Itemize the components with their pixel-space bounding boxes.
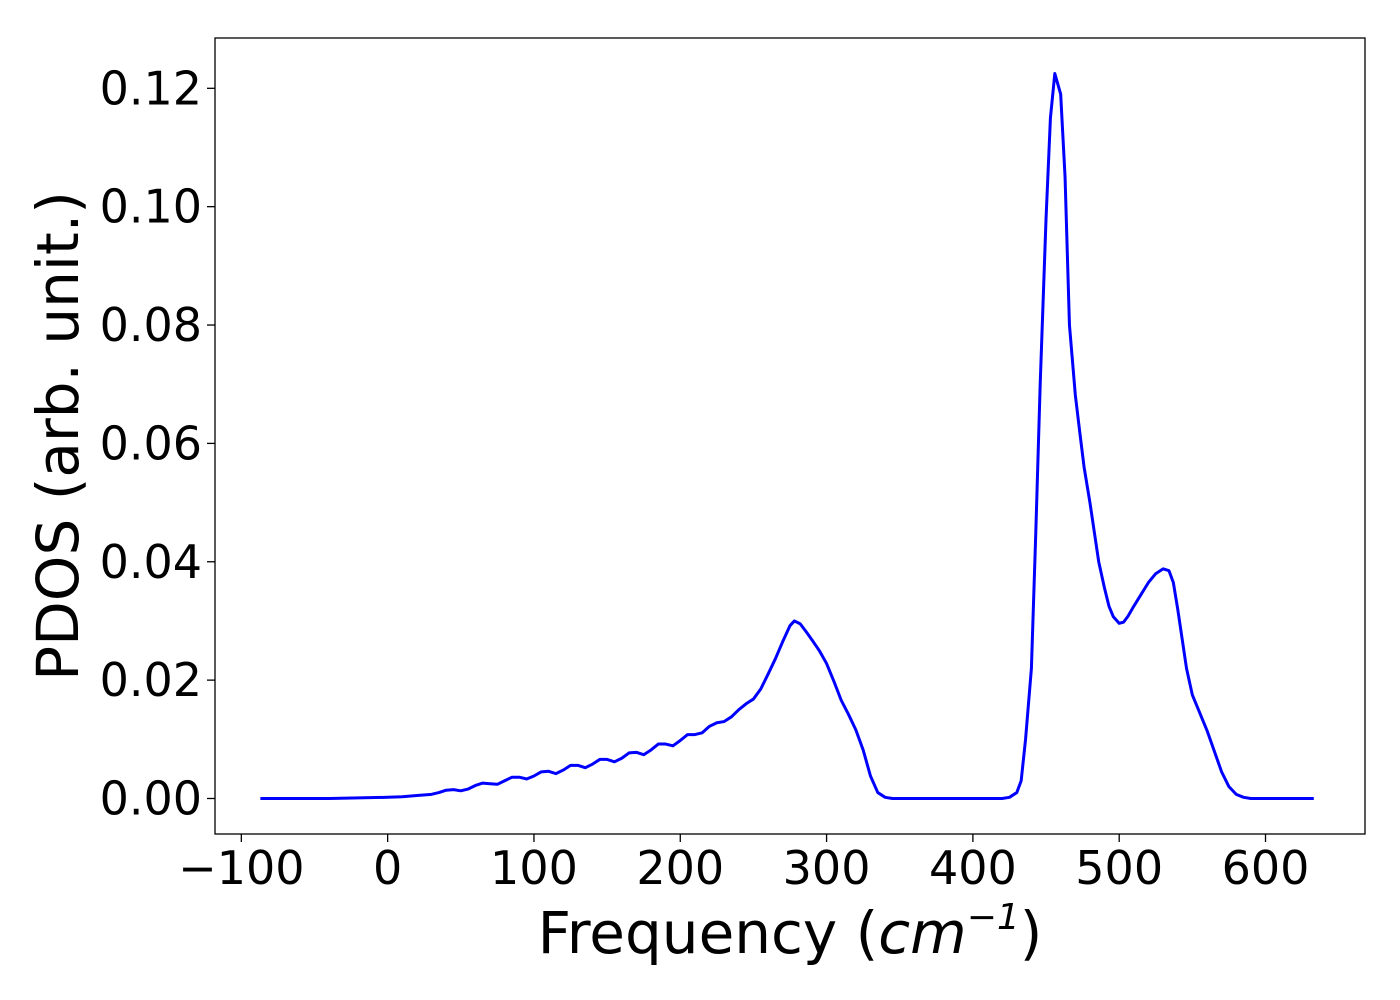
x-axis-label: Frequency (cm−1) — [538, 897, 1043, 967]
y-tick-label: 0.08 — [100, 298, 202, 352]
x-axis: −100 0 100 200 300 400 500 600 — [178, 834, 1309, 895]
x-tick-label: 0 — [373, 841, 402, 895]
y-tick-label: 0.10 — [100, 180, 202, 234]
y-tick-label: 0.06 — [100, 416, 202, 470]
x-tick-label: 500 — [1075, 841, 1163, 895]
x-tick-label: 600 — [1222, 841, 1310, 895]
x-tick-label: 300 — [783, 841, 871, 895]
pdos-series-line — [260, 72, 1314, 800]
x-tick-label: 400 — [929, 841, 1017, 895]
y-tick-label: 0.04 — [100, 535, 202, 589]
plot-background — [215, 38, 1365, 834]
plot-frame — [214, 37, 1366, 835]
y-axis-label: PDOS (arb. unit.) — [24, 191, 92, 681]
x-tick-label: 200 — [636, 841, 724, 895]
x-tick-label: 100 — [490, 841, 578, 895]
x-tick-label: −100 — [178, 841, 304, 895]
y-tick-label: 0.00 — [100, 771, 202, 825]
y-axis: 0.00 0.02 0.04 0.06 0.08 0.10 0.12 — [100, 61, 215, 825]
y-tick-label: 0.02 — [100, 653, 202, 707]
y-tick-label: 0.12 — [100, 61, 202, 115]
